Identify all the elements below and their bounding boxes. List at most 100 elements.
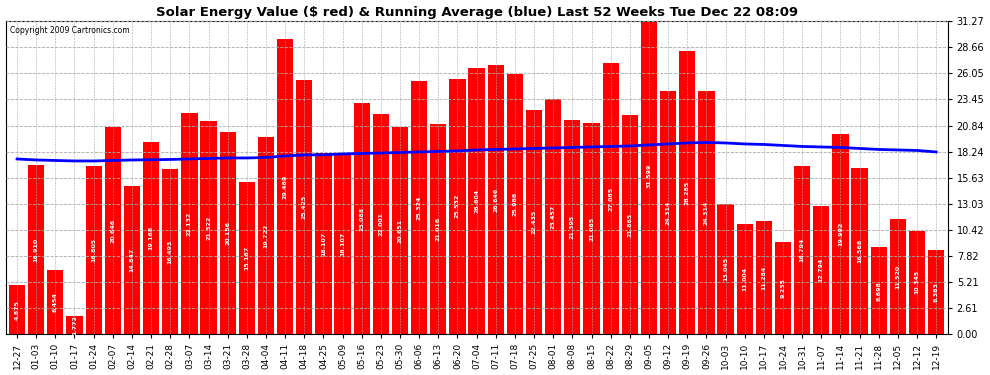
Text: 10.345: 10.345 xyxy=(915,270,920,294)
Text: 19.168: 19.168 xyxy=(148,226,153,251)
Bar xyxy=(813,206,830,334)
Bar xyxy=(335,153,350,334)
Text: 29.469: 29.469 xyxy=(282,174,288,199)
Text: 8.698: 8.698 xyxy=(876,281,881,301)
Bar xyxy=(833,134,848,334)
Bar xyxy=(468,68,485,334)
Bar xyxy=(296,80,313,334)
Text: 18.107: 18.107 xyxy=(321,231,326,256)
Bar xyxy=(66,316,82,334)
Bar xyxy=(449,78,465,334)
Text: 28.285: 28.285 xyxy=(685,180,690,205)
Bar xyxy=(507,74,523,334)
Text: 21.085: 21.085 xyxy=(589,216,594,241)
Bar xyxy=(737,224,752,334)
Bar xyxy=(870,247,887,334)
Text: 19.722: 19.722 xyxy=(263,224,268,248)
Bar xyxy=(564,120,580,334)
Text: 11.520: 11.520 xyxy=(895,264,900,289)
Text: 14.847: 14.847 xyxy=(130,248,135,272)
Bar xyxy=(545,99,561,334)
Text: 21.395: 21.395 xyxy=(570,215,575,239)
Bar xyxy=(220,132,236,334)
Text: 13.045: 13.045 xyxy=(723,257,728,281)
Bar xyxy=(85,166,102,334)
Text: 11.284: 11.284 xyxy=(761,266,766,290)
Bar xyxy=(794,166,810,334)
Text: 6.454: 6.454 xyxy=(52,292,57,312)
Bar xyxy=(181,112,198,334)
Bar xyxy=(162,169,178,334)
Text: 20.646: 20.646 xyxy=(110,219,115,243)
Bar xyxy=(660,91,676,334)
Text: 1.772: 1.772 xyxy=(72,315,77,335)
Bar xyxy=(143,142,159,334)
Bar xyxy=(775,242,791,334)
Text: 26.846: 26.846 xyxy=(493,188,498,212)
Bar xyxy=(28,165,45,334)
Bar xyxy=(105,128,121,334)
Text: Copyright 2009 Cartronics.com: Copyright 2009 Cartronics.com xyxy=(10,26,130,35)
Text: 19.992: 19.992 xyxy=(838,222,842,246)
Bar xyxy=(583,123,600,334)
Text: 24.314: 24.314 xyxy=(704,200,709,225)
Bar xyxy=(851,168,867,334)
Text: 16.805: 16.805 xyxy=(91,238,96,262)
Bar xyxy=(315,153,332,334)
Text: 25.324: 25.324 xyxy=(417,195,422,219)
Bar xyxy=(431,124,446,334)
Text: 31.599: 31.599 xyxy=(646,164,651,188)
Bar xyxy=(603,63,619,334)
Bar xyxy=(679,51,695,334)
Bar xyxy=(277,39,293,334)
Bar xyxy=(9,285,25,334)
Bar xyxy=(239,182,255,334)
Text: 15.187: 15.187 xyxy=(245,246,249,270)
Bar xyxy=(392,128,408,334)
Bar xyxy=(641,18,657,334)
Text: 21.322: 21.322 xyxy=(206,215,211,240)
Text: 11.004: 11.004 xyxy=(742,267,747,291)
Bar xyxy=(353,103,370,334)
Bar xyxy=(890,219,906,334)
Text: 16.794: 16.794 xyxy=(800,238,805,262)
Text: 16.493: 16.493 xyxy=(167,240,172,264)
Bar xyxy=(928,250,944,334)
Bar xyxy=(909,231,926,334)
Text: 25.986: 25.986 xyxy=(513,192,518,216)
Text: 26.604: 26.604 xyxy=(474,189,479,213)
Text: 23.088: 23.088 xyxy=(359,207,364,231)
Text: 9.235: 9.235 xyxy=(780,278,785,298)
Text: 21.016: 21.016 xyxy=(436,217,441,241)
Text: 18.107: 18.107 xyxy=(341,231,346,256)
Text: 4.875: 4.875 xyxy=(15,300,20,320)
Text: 20.651: 20.651 xyxy=(398,219,403,243)
Text: 23.457: 23.457 xyxy=(550,205,555,229)
Bar xyxy=(755,221,772,334)
Text: 22.001: 22.001 xyxy=(378,212,383,236)
Title: Solar Energy Value ($ red) & Running Average (blue) Last 52 Weeks Tue Dec 22 08:: Solar Energy Value ($ red) & Running Ave… xyxy=(155,6,798,18)
Text: 27.085: 27.085 xyxy=(608,186,613,211)
Text: 16.910: 16.910 xyxy=(34,237,39,262)
Bar xyxy=(622,115,638,334)
Bar xyxy=(124,186,140,334)
Text: 8.383: 8.383 xyxy=(934,282,939,302)
Text: 16.568: 16.568 xyxy=(857,239,862,263)
Bar xyxy=(200,121,217,334)
Bar xyxy=(488,65,504,334)
Bar xyxy=(526,110,543,334)
Text: 25.425: 25.425 xyxy=(302,195,307,219)
Text: 21.865: 21.865 xyxy=(628,213,633,237)
Bar xyxy=(48,270,63,334)
Bar xyxy=(411,81,428,334)
Text: 12.794: 12.794 xyxy=(819,258,824,282)
Text: 22.435: 22.435 xyxy=(532,210,537,234)
Text: 24.314: 24.314 xyxy=(665,200,670,225)
Text: 22.132: 22.132 xyxy=(187,211,192,236)
Bar xyxy=(372,114,389,334)
Bar xyxy=(698,91,715,334)
Text: 20.156: 20.156 xyxy=(225,221,231,245)
Text: 25.532: 25.532 xyxy=(455,194,460,219)
Bar xyxy=(257,137,274,334)
Bar xyxy=(718,204,734,334)
